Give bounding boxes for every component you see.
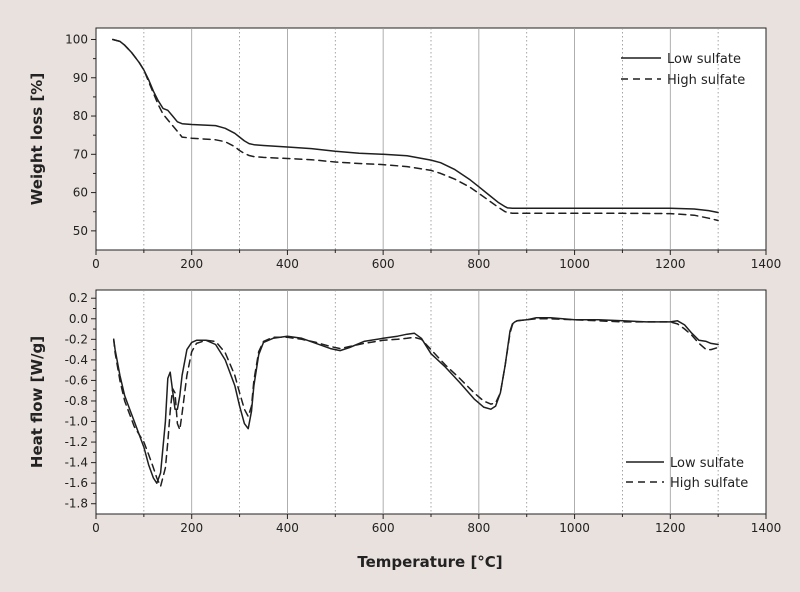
heat-x-tick-label: 1200 [655, 521, 686, 535]
heat-legend-label-high: High sulfate [670, 476, 748, 491]
weight-x-tick-label: 1400 [751, 257, 782, 271]
heat-ticks: 0 200 400 600 800 1000 1200 1400 0.2 0.0 -0.2 -0.4 -… [65, 291, 782, 535]
weight-x-tick-label: 600 [372, 257, 395, 271]
heat-y-tick-label: -1.4 [65, 456, 88, 470]
heat-x-tick-label: 1400 [751, 521, 782, 535]
weight-y-tick-label: 60 [73, 186, 88, 200]
heat-y-tick-label: 0.2 [69, 291, 88, 305]
heat-series-high-sulfate [112, 318, 719, 488]
weight-y-tick-label: 70 [73, 147, 88, 161]
weight-legend: Low sulfate High sulfate [621, 52, 745, 88]
weight-series-low-sulfate [112, 38, 719, 214]
heat-y-tick-label: -1.0 [65, 415, 88, 429]
weight-series-high-sulfate [112, 38, 719, 222]
weight-x-tick-label: 1200 [655, 257, 686, 271]
heat-x-tick-label: 600 [372, 521, 395, 535]
heat-x-tick-label: 400 [276, 521, 299, 535]
weight-legend-label-low: Low sulfate [667, 52, 741, 67]
weight-y-tick-label: 100 [65, 32, 88, 46]
weight-x-tick-label: 200 [180, 257, 203, 271]
weight-x-tick-label: 400 [276, 257, 299, 271]
heat-y-tick-label: -1.2 [65, 435, 88, 449]
heat-y-tick-label: -1.6 [65, 476, 88, 490]
heat-x-tick-label: 200 [180, 521, 203, 535]
weight-legend-label-high: High sulfate [667, 73, 745, 88]
heat-grid [143, 290, 719, 514]
weight-ticks: 0 200 400 600 800 1000 1200 1400 50 60 70 80 90 100 [65, 32, 781, 271]
weight-x-tick-label: 1000 [559, 257, 590, 271]
heat-y-axis-title: Heat flow [W/g] [28, 336, 46, 468]
heat-x-tick-label: 800 [467, 521, 490, 535]
weight-y-axis-title: Weight loss [%] [28, 73, 46, 205]
heat-lines [112, 316, 719, 488]
heat-flow-panel: 0 200 400 600 800 1000 1200 1400 0.2 0.0 -0.2 -0.4 -… [28, 289, 782, 571]
heat-y-tick-label: -0.2 [65, 332, 88, 346]
heat-y-tick-label: -0.4 [65, 353, 88, 367]
heat-y-tick-label: -0.8 [65, 394, 88, 408]
weight-loss-panel: 0 200 400 600 800 1000 1200 1400 50 60 70 80 90 100 W… [28, 27, 781, 271]
heat-y-tick-label: -1.8 [65, 497, 88, 511]
heat-y-tick-label: 0.0 [69, 312, 88, 326]
x-axis-title: Temperature [°C] [357, 553, 502, 571]
weight-x-tick-label: 0 [92, 257, 100, 271]
weight-y-tick-label: 50 [73, 224, 88, 238]
heat-y-tick-label: -0.6 [65, 373, 88, 387]
weight-y-tick-label: 80 [73, 109, 88, 123]
heat-legend-label-low: Low sulfate [670, 456, 744, 471]
heat-series-low-sulfate [112, 316, 719, 484]
heat-legend: Low sulfate High sulfate [626, 456, 748, 491]
heat-x-tick-label: 0 [92, 521, 100, 535]
weight-lines [112, 38, 719, 222]
heat-x-tick-label: 1000 [559, 521, 590, 535]
weight-x-tick-label: 800 [467, 257, 490, 271]
weight-y-tick-label: 90 [73, 71, 88, 85]
